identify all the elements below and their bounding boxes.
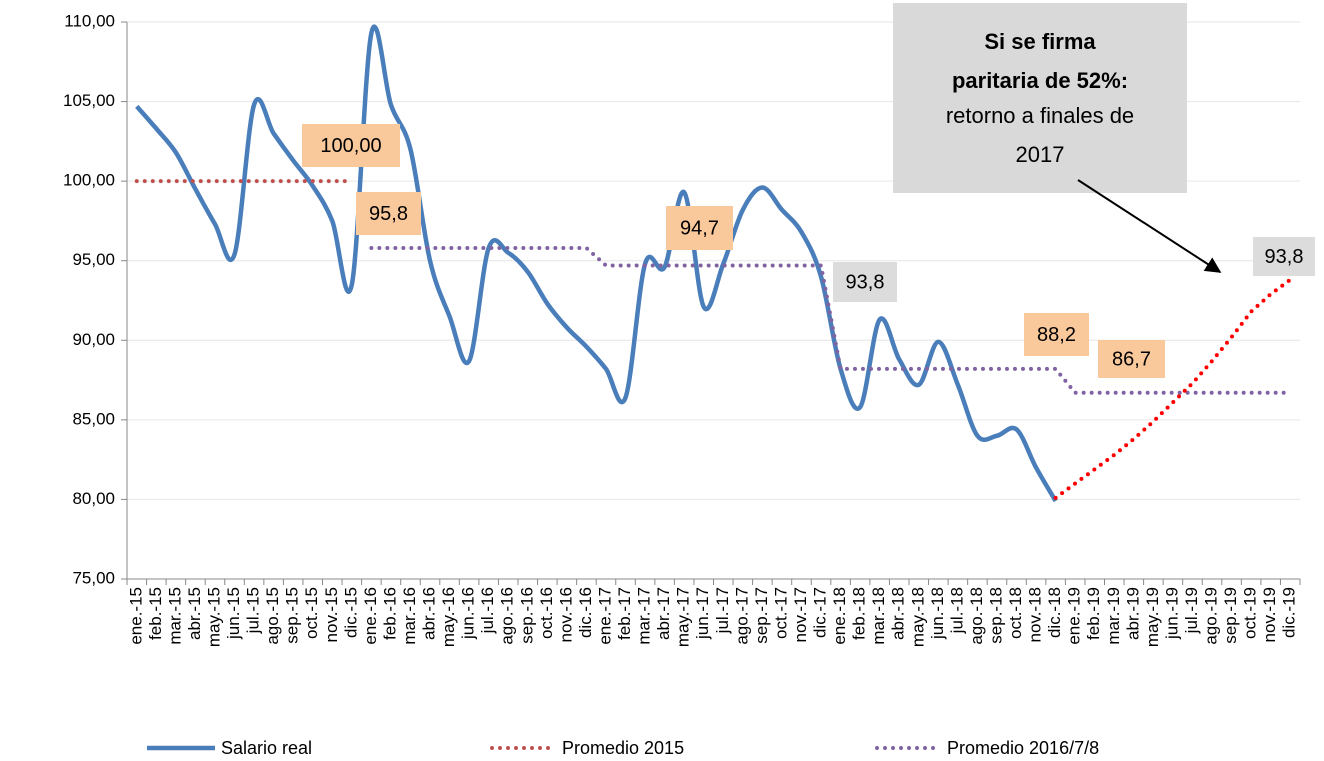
value-label-box [666, 206, 733, 250]
x-tick-label: feb.-19 [1084, 587, 1103, 640]
x-tick-label: oct.-16 [537, 587, 556, 639]
x-tick-label: mar.-17 [635, 587, 654, 645]
x-tick-label: jul.-18 [947, 587, 966, 634]
x-tick-label: ene.-16 [361, 587, 380, 645]
x-tick-label: may.-16 [439, 587, 458, 647]
x-tick-label: nov.-16 [556, 587, 575, 642]
x-tick-label: dic.-17 [811, 587, 830, 638]
callout-box [893, 3, 1187, 193]
x-tick-label: mar.-19 [1104, 587, 1123, 645]
x-tick-label: ago.-16 [498, 587, 517, 645]
value-label-box [302, 124, 400, 167]
value-label: 100,00 [320, 135, 381, 157]
series-line [369, 245, 1293, 395]
x-tick-label: abr.-16 [420, 587, 439, 640]
x-tick-label: jun.-16 [459, 587, 478, 640]
value-label: 93,8 [1265, 246, 1304, 268]
x-tick-label: feb.-17 [615, 587, 634, 640]
y-tick-label: 90,00 [72, 330, 115, 349]
callout-text: Si se firma [984, 29, 1096, 54]
value-label: 93,8 [846, 271, 885, 293]
x-tick-label: ene.-19 [1065, 587, 1084, 645]
x-tick-label: oct.-17 [771, 587, 790, 639]
x-tick-label: sep.-18 [986, 587, 1005, 644]
callout-text: retorno a finales de [946, 103, 1134, 128]
x-tick-label: ago.-15 [263, 587, 282, 645]
x-tick-label: dic.-16 [576, 587, 595, 638]
x-tick-label: mar.-18 [869, 587, 888, 645]
value-label-box [833, 262, 897, 302]
x-tick-label: ago.-18 [967, 587, 986, 645]
x-tick-label: nov.-19 [1260, 587, 1279, 642]
x-tick-label: mar.-15 [165, 587, 184, 645]
y-tick-label: 75,00 [72, 568, 115, 587]
y-tick-label: 85,00 [72, 409, 115, 428]
x-tick-label: dic.-18 [1045, 587, 1064, 638]
legend-label: Promedio 2016/7/8 [947, 738, 1099, 758]
x-tick-label: sep.-16 [517, 587, 536, 644]
x-tick-label: nov.-18 [1026, 587, 1045, 642]
x-tick-label: ago.-19 [1202, 587, 1221, 645]
x-tick-label: oct.-15 [302, 587, 321, 639]
x-tick-label: jul.-17 [713, 587, 732, 634]
x-tick-label: jun.-18 [928, 587, 947, 640]
x-tick-label: abr.-17 [654, 587, 673, 640]
callout-text: paritaria de 52%: [952, 68, 1128, 93]
y-tick-label: 105,00 [63, 91, 115, 110]
x-tick-label: ene.-17 [595, 587, 614, 645]
y-tick-label: 110,00 [64, 11, 115, 30]
value-label: 88,2 [1037, 324, 1076, 346]
y-tick-label: 100,00 [63, 171, 115, 190]
y-tick-label: 95,00 [72, 250, 115, 269]
x-tick-label: sep.-19 [1221, 587, 1240, 644]
x-tick-label: abr.-15 [185, 587, 204, 640]
value-label: 86,7 [1112, 348, 1151, 370]
x-tick-label: mar.-16 [400, 587, 419, 645]
x-tick-label: may.-19 [1143, 587, 1162, 647]
x-tick-label: jun.-15 [224, 587, 243, 640]
x-tick-label: feb.-15 [146, 587, 165, 640]
x-tick-label: ene.-18 [830, 587, 849, 645]
x-tick-label: nov.-17 [791, 587, 810, 642]
x-tick-label: feb.-16 [380, 587, 399, 640]
x-tick-label: jul.-19 [1182, 587, 1201, 634]
value-label: 94,7 [680, 217, 719, 239]
x-tick-label: oct.-18 [1006, 587, 1025, 639]
x-tick-label: jul.-16 [478, 587, 497, 634]
x-tick-label: dic.-19 [1280, 587, 1299, 638]
x-tick-label: may.-15 [204, 587, 223, 647]
y-tick-label: 80,00 [72, 489, 115, 508]
x-tick-label: nov.-15 [322, 587, 341, 642]
x-tick-label: abr.-19 [1123, 587, 1142, 640]
series-line [135, 24, 1058, 503]
x-tick-label: jun.-19 [1162, 587, 1181, 640]
x-tick-label: jul.-15 [244, 587, 263, 634]
x-tick-label: sep.-17 [752, 587, 771, 644]
x-tick-label: oct.-19 [1241, 587, 1260, 639]
legend-label: Promedio 2015 [562, 738, 684, 758]
x-tick-label: dic.-15 [341, 587, 360, 638]
legend-label: Salario real [221, 738, 312, 758]
value-label-box [1024, 313, 1089, 356]
x-tick-label: ene.-15 [126, 587, 145, 645]
series-line [1053, 277, 1293, 500]
x-tick-label: may.-18 [908, 587, 927, 647]
x-tick-label: jun.-17 [693, 587, 712, 640]
value-label-box [1098, 340, 1165, 378]
value-label-box [356, 192, 421, 235]
callout-arrow [1077, 179, 1222, 273]
x-tick-label: ago.-17 [732, 587, 751, 645]
callout-text: 2017 [1016, 142, 1065, 167]
x-tick-label: sep.-15 [283, 587, 302, 644]
x-tick-label: feb.-18 [850, 587, 869, 640]
x-tick-label: abr.-18 [889, 587, 908, 640]
value-label-box [1253, 237, 1315, 276]
value-label: 95,8 [369, 203, 408, 225]
x-tick-label: may.-17 [674, 587, 693, 647]
